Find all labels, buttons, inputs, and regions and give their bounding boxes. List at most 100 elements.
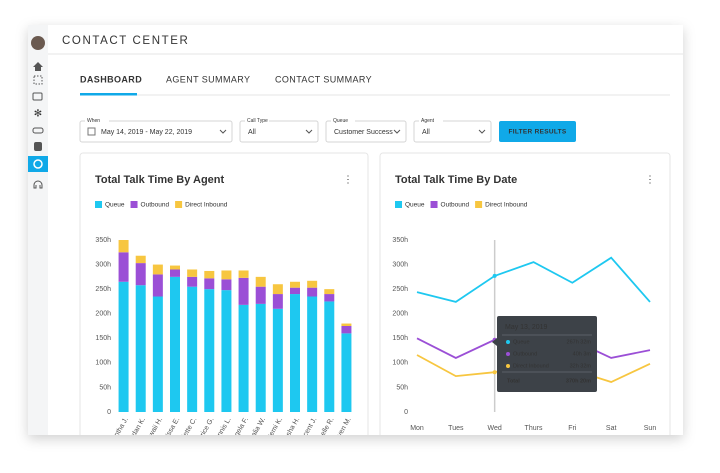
y-tick-label: 100h xyxy=(95,360,111,367)
card-title: Total Talk Time By Date xyxy=(395,174,517,186)
voicemail-icon[interactable] xyxy=(32,127,44,134)
y-tick-label: 300h xyxy=(392,261,408,268)
filter-button[interactable] xyxy=(499,121,576,142)
x-tick-label: Sun xyxy=(644,425,657,432)
filter-value: All xyxy=(422,129,430,136)
filter-button-label[interactable]: FILTER RESULTS xyxy=(508,129,566,136)
sidebar xyxy=(28,25,48,435)
phone-icon[interactable] xyxy=(34,142,42,151)
bar-segment xyxy=(255,276,266,287)
filter-label-bg xyxy=(245,118,269,123)
bar-segment xyxy=(341,333,352,412)
bar-segment xyxy=(290,287,300,295)
filter-label-bg xyxy=(331,118,355,123)
bar-segment xyxy=(187,269,198,277)
tooltip-dot xyxy=(506,364,510,368)
filter-box[interactable] xyxy=(325,120,407,143)
tooltip-title: May 13, 2019 xyxy=(505,324,548,331)
bar-segment xyxy=(152,296,163,412)
bar-segment xyxy=(152,264,163,275)
tab[interactable]: DASHBOARD xyxy=(80,74,142,84)
bar-segment xyxy=(255,286,266,304)
tooltip-arrow xyxy=(492,338,497,346)
avatar[interactable] xyxy=(31,36,45,50)
y-tick-label: 150h xyxy=(392,335,408,342)
dropdown-caret xyxy=(393,129,401,134)
dropdown-caret xyxy=(478,129,486,134)
bar-segment xyxy=(204,278,215,290)
hover-point xyxy=(492,370,497,375)
tooltip-dot xyxy=(506,340,510,344)
hover-point xyxy=(492,273,497,278)
snow-icon[interactable]: ✻ xyxy=(34,109,42,120)
dropdown-caret xyxy=(219,129,227,134)
bar-segment xyxy=(118,240,129,253)
chat-icon[interactable] xyxy=(32,92,43,101)
active-nav[interactable] xyxy=(28,156,48,172)
x-tick-label: Tues xyxy=(448,425,464,432)
legend-swatch xyxy=(95,201,102,208)
filter-label: Call Type xyxy=(247,118,268,124)
bar-segment xyxy=(221,270,232,280)
legend-swatch xyxy=(430,201,438,208)
card-title: Total Talk Time By Agent xyxy=(95,174,225,186)
bar-segment xyxy=(290,294,300,412)
bar-segment xyxy=(238,270,249,278)
y-tick-label: 250h xyxy=(95,286,111,293)
bar-segment xyxy=(135,255,146,264)
app-title: CONTACT CENTER xyxy=(62,35,189,47)
tab[interactable]: CONTACT SUMMARY xyxy=(275,74,372,84)
legend-label: Queue xyxy=(405,202,425,209)
y-tick-label: 50h xyxy=(99,384,111,391)
x-tick-label: Mon xyxy=(410,425,424,432)
bar-segment xyxy=(324,289,335,295)
filter-value: All xyxy=(248,129,256,136)
bar-segment xyxy=(170,276,180,412)
tooltip-value: 32h 32m xyxy=(570,363,592,369)
card-menu[interactable]: ⋮ xyxy=(343,175,353,186)
y-tick-label: 250h xyxy=(392,286,408,293)
bar-segment xyxy=(118,252,129,282)
tooltip-value: 40h 3m xyxy=(573,351,592,357)
filter-box[interactable] xyxy=(239,120,319,143)
bar-segment xyxy=(238,277,249,305)
bar-segment xyxy=(187,276,198,287)
filter-box[interactable] xyxy=(413,120,492,143)
card-menu[interactable]: ⋮ xyxy=(645,175,655,186)
history-icon xyxy=(33,159,43,169)
legend-swatch xyxy=(175,201,183,208)
filter-label-bg xyxy=(85,118,109,123)
bar-segment xyxy=(204,270,215,279)
bar-segment xyxy=(324,301,335,412)
bar-segment xyxy=(204,289,215,412)
y-tick-label: 100h xyxy=(392,360,408,367)
headset-icon[interactable] xyxy=(33,180,43,189)
grid-icon[interactable] xyxy=(33,75,43,85)
legend-label: Queue xyxy=(105,202,125,209)
y-tick-label: 0 xyxy=(107,409,111,416)
legend-label: Outbound xyxy=(141,202,170,209)
tooltip-total-label: Total xyxy=(507,378,520,384)
bar-segment xyxy=(307,280,318,288)
y-tick-label: 150h xyxy=(95,335,111,342)
home-icon[interactable] xyxy=(33,62,43,71)
y-tick-label: 200h xyxy=(392,311,408,318)
x-tick-label: Sat xyxy=(606,425,617,432)
tab[interactable]: AGENT SUMMARY xyxy=(166,74,250,84)
line-series xyxy=(416,256,651,303)
bar-segment xyxy=(118,281,129,412)
filter-label-bg xyxy=(419,118,443,123)
bar-segment xyxy=(272,284,283,295)
bar-segment xyxy=(170,265,180,270)
tooltip-name: Direct Inbound xyxy=(513,363,549,369)
bar-segment xyxy=(272,308,283,412)
filter-box[interactable] xyxy=(79,120,233,143)
filter-label: When xyxy=(87,118,100,124)
y-tick-label: 350h xyxy=(392,237,408,244)
tooltip-name: Outbound xyxy=(513,351,537,357)
bar-segment xyxy=(187,286,198,412)
legend-label: Outbound xyxy=(441,202,470,209)
bar-segment xyxy=(290,281,300,288)
legend-swatch xyxy=(130,201,138,208)
bar-segment xyxy=(135,263,146,286)
